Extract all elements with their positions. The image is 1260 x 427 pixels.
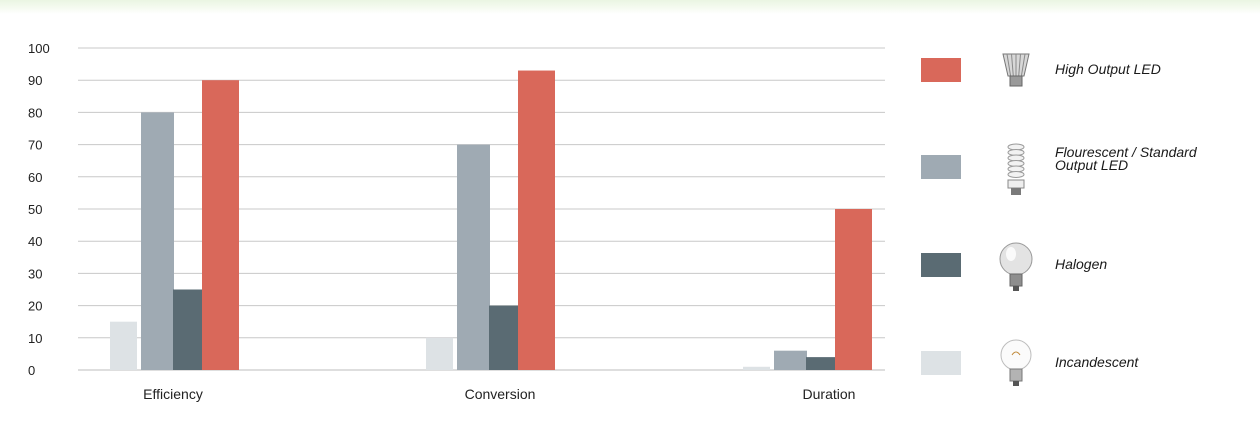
bar-halogen-conversion xyxy=(489,305,520,370)
x-axis-ticks: Efficiency Conversion Duration xyxy=(143,386,855,402)
legend-swatch-incandescent xyxy=(921,351,961,375)
bar-group-efficiency xyxy=(110,80,239,371)
cfl-bulb-icon xyxy=(1007,143,1025,195)
y-tick-label: 60 xyxy=(28,170,42,185)
legend-swatch-halogen xyxy=(921,253,961,277)
legend-item-flourescent-standard-output-led: Flourescent / Standard Output LED xyxy=(921,143,1198,195)
legend-item-halogen: Halogen xyxy=(921,242,1107,291)
y-tick-label: 20 xyxy=(28,299,42,314)
y-tick-label: 90 xyxy=(28,73,42,88)
bar-group-duration xyxy=(743,209,872,370)
y-tick-label: 100 xyxy=(28,41,50,56)
bar-high-output-led-conversion xyxy=(518,70,555,370)
y-tick-label: 40 xyxy=(28,234,42,249)
legend-label: High Output LED xyxy=(1055,61,1161,77)
bar-high-output-led-efficiency xyxy=(202,80,239,370)
legend-swatch-flourescent-standard-output-led xyxy=(921,155,961,179)
bar-halogen-duration xyxy=(806,357,837,370)
bar-flourescent-standard-output-led-duration xyxy=(774,350,807,370)
bar-incandescent-duration xyxy=(743,366,770,370)
y-tick-label: 10 xyxy=(28,331,42,346)
legend-item-incandescent: Incandescent xyxy=(921,339,1139,386)
bar-incandescent-efficiency xyxy=(110,321,137,370)
bar-incandescent-conversion xyxy=(426,337,453,370)
bar-group-conversion xyxy=(426,70,555,370)
legend: High Output LED Flourescent / Standard Out… xyxy=(921,53,1198,386)
x-tick-label: Efficiency xyxy=(143,386,203,402)
x-tick-label: Conversion xyxy=(465,386,536,402)
y-tick-label: 80 xyxy=(28,105,42,120)
led-bulb-icon xyxy=(1002,53,1030,87)
y-tick-label: 30 xyxy=(28,266,42,281)
legend-swatch-high-output-led xyxy=(921,58,961,82)
legend-label: Halogen xyxy=(1055,256,1107,272)
bars xyxy=(110,70,872,371)
incandescent-bulb-icon xyxy=(1000,339,1032,386)
legend-label: Flourescent / Standard Output LED xyxy=(1055,144,1198,173)
legend-item-high-output-led: High Output LED xyxy=(921,53,1161,87)
bar-flourescent-standard-output-led-conversion xyxy=(457,144,490,370)
bar-high-output-led-duration xyxy=(835,209,872,370)
legend-label: Incandescent xyxy=(1055,354,1139,370)
x-tick-label: Duration xyxy=(803,386,856,402)
bar-halogen-efficiency xyxy=(173,289,204,370)
bar-flourescent-standard-output-led-efficiency xyxy=(141,112,174,371)
top-decorative-band xyxy=(0,0,1260,14)
halogen-bulb-icon xyxy=(999,242,1033,291)
y-tick-label: 70 xyxy=(28,138,42,153)
y-tick-label: 50 xyxy=(28,202,42,217)
y-tick-label: 0 xyxy=(28,363,35,378)
